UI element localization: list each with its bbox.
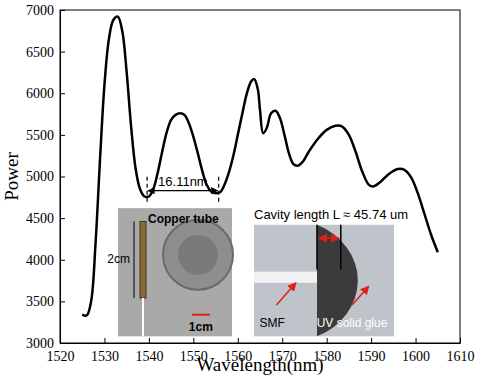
inset-label: Copper tube bbox=[148, 212, 219, 226]
tick: 1530 bbox=[91, 338, 119, 364]
tick-mark bbox=[60, 10, 65, 11]
tick: 1590 bbox=[358, 338, 386, 364]
tick: 6000 bbox=[26, 86, 65, 101]
tick: 1600 bbox=[402, 338, 430, 364]
tick-label: 6000 bbox=[26, 86, 54, 101]
tick-label: 3000 bbox=[26, 336, 54, 351]
tick-mark bbox=[416, 338, 417, 343]
tick-mark bbox=[238, 338, 239, 343]
tick-label: 6500 bbox=[26, 45, 54, 60]
tick: 1540 bbox=[135, 338, 163, 364]
plot: 1520153015401550156015701580159016001610… bbox=[26, 3, 475, 364]
tick-mark bbox=[282, 338, 283, 343]
tick-label: 1520 bbox=[47, 349, 75, 364]
tick-label: 3500 bbox=[26, 294, 54, 309]
tick: 3000 bbox=[26, 336, 65, 351]
inset-label: UV solid glue bbox=[317, 316, 388, 330]
dimension-arrow bbox=[148, 190, 218, 191]
photo-background bbox=[254, 225, 394, 337]
tick-mark bbox=[60, 343, 65, 344]
tick-label: 4000 bbox=[26, 253, 54, 268]
cavity-edge bbox=[316, 225, 318, 270]
tick-label: 5000 bbox=[26, 169, 54, 184]
photo-background bbox=[118, 208, 232, 336]
tick-mark bbox=[60, 52, 65, 53]
y-axis-title: Power bbox=[1, 152, 22, 201]
tick: 4500 bbox=[26, 211, 65, 226]
tick-label: 5500 bbox=[26, 128, 54, 143]
pointer-arrow bbox=[352, 286, 369, 305]
fiber bbox=[142, 298, 144, 336]
tick: 3500 bbox=[26, 294, 65, 309]
dimension-guide bbox=[147, 177, 148, 203]
copper-tube bbox=[140, 221, 146, 298]
tick: 1610 bbox=[447, 338, 475, 364]
axis-line bbox=[61, 343, 461, 344]
photo-copper-tube bbox=[118, 208, 233, 336]
dimension-guide bbox=[218, 177, 219, 203]
dimension-label: 16.11nm bbox=[158, 174, 208, 189]
tick-mark bbox=[60, 260, 65, 261]
tick-mark bbox=[327, 338, 328, 343]
scale-bar bbox=[192, 314, 210, 316]
tick: 5500 bbox=[26, 128, 65, 143]
coin-center bbox=[178, 235, 218, 275]
tick: 6500 bbox=[26, 45, 65, 60]
pointer-arrow bbox=[276, 283, 296, 305]
y-axis: 3000 3500 4000 4500 5000 5500 6000 6500 7000 bbox=[26, 3, 65, 351]
cavity-arrow bbox=[319, 237, 339, 239]
tick-mark bbox=[60, 218, 65, 219]
cavity-edge bbox=[340, 225, 342, 270]
tick-label: 1600 bbox=[402, 349, 430, 364]
scale-bracket bbox=[134, 221, 135, 298]
tick-mark bbox=[149, 338, 150, 343]
tick: 7000 bbox=[26, 3, 65, 18]
tick-mark bbox=[371, 338, 372, 343]
tick-mark bbox=[193, 338, 194, 343]
inset-label: SMF bbox=[260, 316, 285, 330]
tick-label: 1530 bbox=[91, 349, 119, 364]
tick-mark bbox=[460, 338, 461, 343]
tick-label: 1540 bbox=[135, 349, 163, 364]
tick-label: 4500 bbox=[26, 211, 54, 226]
tick-mark bbox=[60, 301, 65, 302]
coin bbox=[163, 220, 233, 290]
tick-mark bbox=[104, 338, 105, 343]
tick-label: 7000 bbox=[26, 3, 54, 18]
tick-label: 1590 bbox=[358, 349, 386, 364]
tick: 5000 bbox=[26, 169, 65, 184]
tick-mark bbox=[60, 135, 65, 136]
photo-cavity bbox=[254, 225, 394, 337]
x-axis-title: Wavelength(nm) bbox=[196, 354, 323, 376]
annotations: 16.11nm Copper tube 2cm 1cm Cavity length L … bbox=[107, 174, 408, 337]
inset-label: 2cm bbox=[107, 252, 130, 266]
inset-label: 1cm bbox=[189, 320, 213, 334]
tick-mark bbox=[60, 93, 65, 94]
inset-label: Cavity length L ≈ 45.74 um bbox=[254, 207, 408, 222]
chart: 1520153015401550156015701580159016001610… bbox=[0, 0, 480, 376]
tick-mark bbox=[60, 177, 65, 178]
tick-label: 1610 bbox=[447, 349, 475, 364]
smf-fiber bbox=[254, 272, 317, 283]
tick: 4000 bbox=[26, 253, 65, 268]
frame bbox=[60, 10, 460, 343]
